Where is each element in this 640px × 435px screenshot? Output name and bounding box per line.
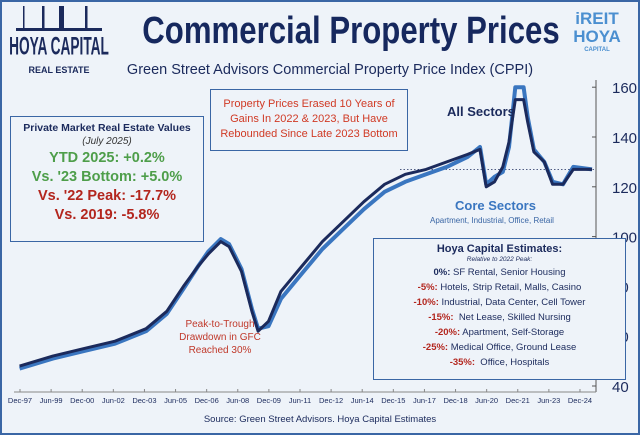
logo-subtext: CAPITAL [584, 47, 610, 53]
y-tick-label: 160 [612, 80, 637, 97]
x-tick-label: Jun-05 [164, 396, 187, 405]
ireit-hoya-logo: iREIT HOYA CAPITAL [562, 10, 632, 54]
x-tick-label: Dec-21 [506, 396, 530, 405]
estimate-row: -5%: Hotels, Strip Retail, Malls, Casino [374, 280, 625, 295]
x-tick-label: Jun-02 [102, 396, 125, 405]
estimate-row: -35%: Office, Hospitals [374, 355, 625, 370]
x-tick-label: Jun-14 [351, 396, 374, 405]
vs-2019-value: Vs. 2019: -5.8% [54, 207, 160, 223]
annotation-line: Gains In 2022 & 2023, But Have [230, 113, 388, 125]
core-sectors-sublabel: Apartment, Industrial, Office, Retail [430, 216, 554, 225]
estimate-row: -20%: Apartment, Self-Storage [374, 325, 625, 340]
x-tick-label: Dec-06 [195, 396, 219, 405]
estimate-pct: -35%: [449, 357, 476, 368]
vs-peak-value: Vs. '22 Peak: -17.7% [37, 188, 177, 204]
gfc-annotation: Peak-to-Trough Drawdown in GFC Reached 3… [165, 318, 275, 357]
y-tick-label: 140 [612, 130, 637, 147]
x-tick-label: Jun-17 [413, 396, 436, 405]
core-sectors-label: Core Sectors [455, 198, 536, 213]
estimate-pct: -10%: [413, 297, 439, 308]
x-tick-label: Dec-00 [70, 396, 94, 405]
estimate-row: -10%: Industrial, Data Center, Cell Towe… [374, 295, 625, 310]
y-tick-label: 120 [612, 180, 637, 197]
logo-text: iREIT [575, 9, 619, 28]
ytd-value: YTD 2025: +0.2% [49, 150, 165, 166]
all-sectors-label: All Sectors [447, 104, 515, 119]
hoya-capital-logo: HOYA CAPITAL REAL ESTATE [9, 6, 109, 86]
x-tick-label: Jun-23 [537, 396, 560, 405]
logo-text: HOYA [573, 27, 621, 46]
x-tick-label: Dec-03 [132, 396, 156, 405]
estimates-box: Hoya Capital Estimates: Relative to 2022… [373, 238, 626, 380]
box-heading: Private Market Real Estate Values [23, 122, 191, 134]
x-tick-label: Dec-97 [8, 396, 32, 405]
source-note: Source: Green Street Advisors. Hoya Capi… [203, 414, 437, 425]
estimate-pct: -5%: [417, 282, 438, 293]
x-tick-label: Dec-09 [257, 396, 281, 405]
estimate-pct: -20%: [434, 327, 461, 338]
estimate-sectors: Industrial, Data Center, Cell Tower [438, 297, 586, 308]
logo-text: HOYA CAPITAL [9, 33, 109, 61]
estimate-sectors: Office, Hospitals [475, 357, 550, 368]
annotation-line: Property Prices Erased 10 Years of [223, 98, 395, 110]
x-tick-label: Dec-24 [568, 396, 592, 405]
estimate-pct: -15%: [428, 312, 454, 323]
estimate-sectors: Medical Office, Ground Lease [448, 342, 577, 353]
estimate-sectors: Net Lease, Skilled Nursing [453, 312, 571, 323]
x-tick-label: Jun-20 [475, 396, 498, 405]
skyline-icon [16, 6, 102, 31]
estimate-row: -25%: Medical Office, Ground Lease [374, 340, 625, 355]
box-date: (July 2025) [82, 136, 132, 147]
x-tick-label: Jun-11 [289, 396, 311, 405]
x-tick-label: Dec-12 [319, 396, 343, 405]
logo-subtext: REAL ESTATE [28, 65, 90, 75]
annotation-line: Rebounded Since Late 2023 Bottom [220, 128, 398, 140]
estimate-sectors: Hotels, Strip Retail, Malls, Casino [437, 282, 582, 293]
x-tick-label: Dec-15 [381, 396, 405, 405]
x-tick-label: Jun-08 [226, 396, 249, 405]
all-sectors-line [19, 98, 592, 368]
estimates-heading: Hoya Capital Estimates: [436, 243, 563, 255]
x-tick-label: Dec-18 [443, 396, 467, 405]
estimate-row: -15%: Net Lease, Skilled Nursing [374, 310, 625, 325]
annotation-line: Reached 30% [188, 345, 252, 356]
annotation-line: Drawdown in GFC [179, 332, 261, 343]
estimate-pct: -25%: [422, 342, 449, 353]
annotation-line: Peak-to-Trough [185, 319, 255, 330]
estimate-pct: 0%: [433, 267, 451, 278]
chart-title: Commercial Property Prices [142, 10, 560, 52]
estimates-subheading: Relative to 2022 Peak: [466, 256, 533, 263]
estimate-sectors: Apartment, Self-Storage [460, 327, 565, 338]
estimate-row: 0%: SF Rental, Senior Housing [374, 265, 625, 280]
chart-subtitle: Green Street Advisors Commercial Propert… [126, 62, 534, 78]
vs-bottom-value: Vs. '23 Bottom: +5.0% [31, 169, 183, 185]
x-tick-label: Jun-99 [40, 396, 63, 405]
estimate-sectors: SF Rental, Senior Housing [450, 267, 566, 278]
private-market-box: Private Market Real Estate Values (July … [10, 116, 204, 242]
y-tick-label: 40 [612, 379, 629, 396]
annotation-box: Property Prices Erased 10 Years of Gains… [210, 89, 408, 151]
